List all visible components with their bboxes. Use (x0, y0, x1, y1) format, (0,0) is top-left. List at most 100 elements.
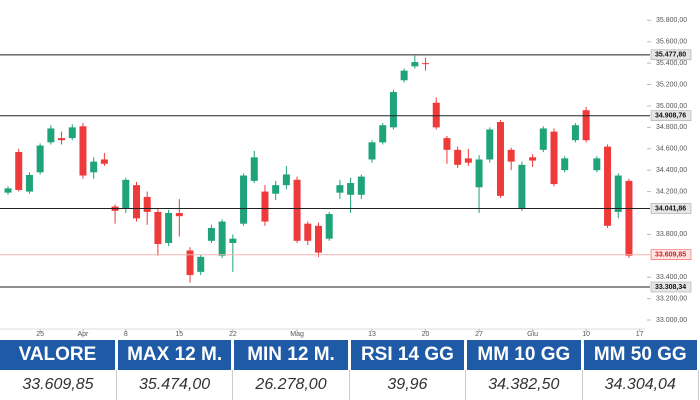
level-label-box (650, 203, 692, 214)
last-price-label: 33.609,85 (655, 252, 686, 259)
x-tick-label: 27 (475, 331, 483, 338)
candle-body (229, 238, 237, 243)
candle-body (79, 126, 87, 176)
header-cell: MIN 12 M. (232, 340, 351, 370)
candle-body (4, 188, 12, 193)
candle-body (15, 151, 23, 190)
level-label-box (650, 49, 692, 61)
y-tick-label: 33.400,00 (656, 274, 687, 281)
value-cell: 39,96 (349, 370, 467, 400)
candle-body (518, 164, 526, 209)
candle-body (582, 110, 590, 141)
header-cell: MM 50 GG (582, 340, 700, 370)
value-cell: 34.382,50 (465, 370, 583, 400)
candle-body (207, 227, 215, 241)
candle-body (122, 179, 130, 209)
candle-body (132, 185, 140, 219)
candle-body (314, 225, 322, 253)
last-price-box (650, 249, 692, 260)
header-cell: VALORE (0, 340, 118, 370)
level-label: 33.308,34 (655, 284, 686, 291)
y-tick-label: 33.000,00 (656, 317, 687, 324)
stats-table: VALORE MAX 12 M. MIN 12 M. RSI 14 GG MM 10 G… (0, 340, 700, 400)
candle-body (347, 183, 355, 195)
candle-body (261, 191, 269, 222)
candle-body (90, 161, 98, 173)
candle-body (422, 63, 430, 65)
y-tick-label: 34.800,00 (656, 124, 687, 131)
candle-body (357, 176, 365, 195)
y-tick-label: 35.000,00 (656, 103, 687, 110)
header-row: VALORE MAX 12 M. MIN 12 M. RSI 14 GG MM 10 G… (0, 340, 700, 370)
candle-body (475, 159, 483, 188)
candle-body (100, 159, 108, 164)
candle-body (389, 92, 397, 128)
candle-body (561, 158, 569, 171)
y-tick-label: 35.400,00 (656, 60, 687, 67)
candle-body (604, 146, 612, 226)
y-tick-label: 35.600,00 (656, 39, 687, 46)
candle-body (379, 125, 387, 143)
candle-body (68, 127, 76, 139)
candle-body (325, 214, 333, 239)
value-cell: 34.304,04 (582, 370, 700, 400)
candle-body (368, 142, 376, 160)
level-label-box (650, 281, 692, 293)
candle-body (58, 138, 66, 141)
candle-body (282, 174, 290, 186)
y-tick-label: 33.200,00 (656, 295, 687, 302)
value-cell: 26.278,00 (232, 370, 350, 400)
header-cell: RSI 14 GG (349, 340, 468, 370)
candle-body (165, 212, 173, 243)
header-cell: MM 10 GG (465, 340, 584, 370)
candle-body (454, 149, 462, 165)
candle-body (464, 158, 472, 163)
value-cell: 35.474,00 (116, 370, 234, 400)
x-tick-label: 10 (582, 331, 590, 338)
candle-body (36, 145, 44, 173)
x-tick-label: Mag (290, 331, 304, 338)
candle-body (143, 196, 151, 212)
candle-body (614, 175, 622, 212)
candle-body (154, 211, 162, 245)
candle-body (293, 179, 301, 241)
y-tick-label: 34.200,00 (656, 188, 687, 195)
x-tick-label: 13 (368, 331, 376, 338)
x-tick-label: 22 (229, 331, 237, 338)
candle-body (529, 157, 537, 161)
candle-body (411, 62, 419, 67)
candle-body (443, 138, 451, 150)
header-cell: MAX 12 M. (116, 340, 235, 370)
y-tick-label: 34.400,00 (656, 167, 687, 174)
value-row: 33.609,85 35.474,00 26.278,00 39,96 34.382,5… (0, 370, 700, 400)
x-tick-label: 20 (422, 331, 430, 338)
level-label: 34.041,86 (655, 205, 686, 212)
candle-body (197, 256, 205, 272)
candle-body (218, 221, 226, 256)
candle-body (550, 131, 558, 185)
candle-body (336, 185, 344, 193)
candle-body (400, 70, 408, 81)
level-label: 35.477,80 (655, 52, 686, 59)
candle-body (250, 157, 258, 181)
y-tick-label: 35.200,00 (656, 81, 687, 88)
level-label: 34.908,76 (655, 113, 686, 120)
y-tick-label: 35.800,00 (656, 17, 687, 24)
candle-body (175, 212, 183, 217)
candle-body (186, 250, 194, 276)
chart: 33.000,00 33.200,00 33.400,00 33.800,00 34.2… (0, 17, 692, 338)
candle-body (486, 129, 494, 160)
x-tick-label: 25 (36, 331, 44, 338)
candle-body (593, 158, 601, 171)
candle-body (625, 180, 633, 256)
candle-body (539, 128, 547, 150)
x-tick-label: Giu (527, 331, 538, 338)
candle-body (47, 128, 55, 143)
x-tick-label: 8 (124, 331, 128, 338)
candle-body (304, 223, 312, 241)
value-cell: 33.609,85 (0, 370, 117, 400)
candle-body (432, 102, 440, 128)
y-tick-label: 33.800,00 (656, 231, 687, 238)
x-tick-label: 15 (175, 331, 183, 338)
x-tick-label: 17 (636, 331, 644, 338)
